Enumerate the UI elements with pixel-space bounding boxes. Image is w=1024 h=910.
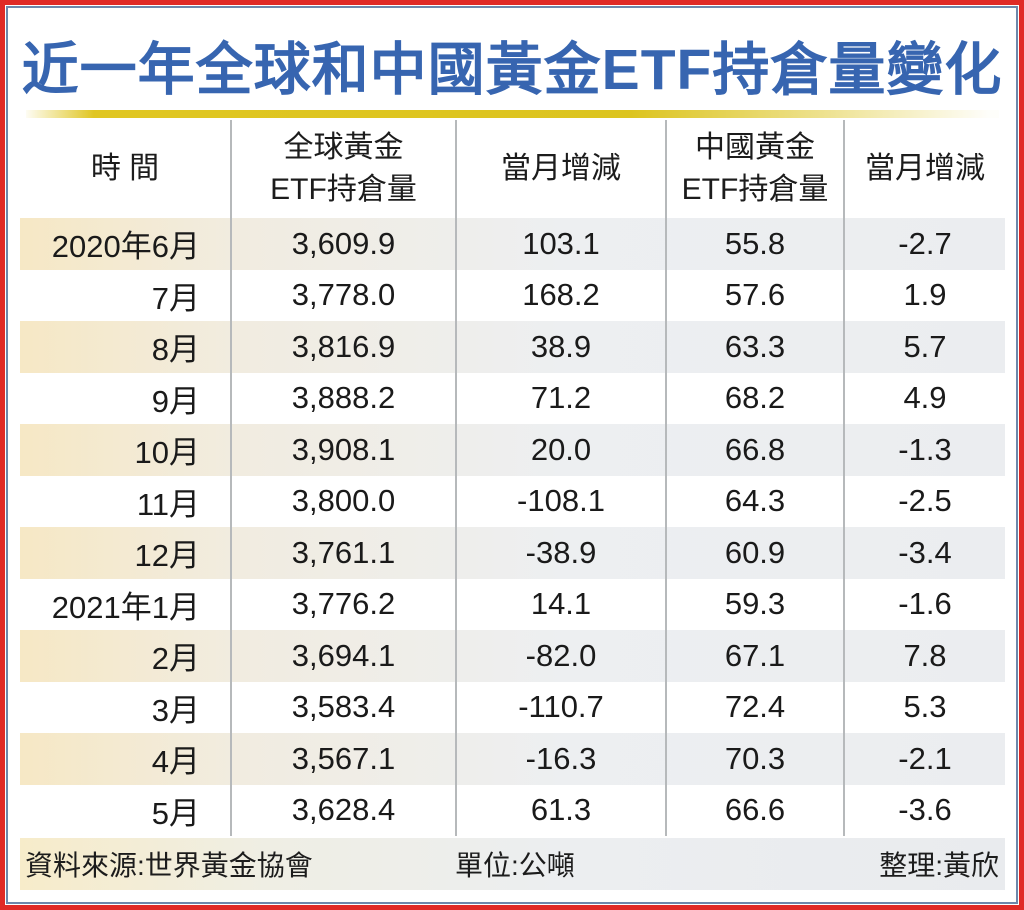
table-row: 10月 3,908.1 20.0 66.8 -1.3 [20, 424, 1005, 476]
source-note: 資料來源:世界黃金協會 [25, 850, 313, 881]
cell-china-change: -1.3 [843, 424, 1005, 476]
cell-china-holdings: 57.6 [665, 269, 843, 321]
cell-time: 7月 [151, 280, 200, 316]
cell-global-change: 61.3 [455, 784, 665, 836]
cell-china-change: 5.7 [843, 321, 1005, 373]
cell-global-holdings: 3,778.0 [230, 269, 455, 321]
table-footer: 資料來源:世界黃金協會 單位:公噸 整理:黃欣 [20, 838, 1005, 890]
cell-global-holdings: 3,628.4 [230, 784, 455, 836]
cell-china-change: 5.3 [843, 681, 1005, 733]
cell-global-holdings: 3,567.1 [230, 733, 455, 785]
cell-global-holdings: 3,583.4 [230, 681, 455, 733]
cell-china-change: -3.6 [843, 784, 1005, 836]
cell-china-change: -2.5 [843, 475, 1005, 527]
cell-global-change: 14.1 [455, 578, 665, 630]
cell-global-change: -108.1 [455, 475, 665, 527]
content-area: 近一年全球和中國黃金ETF持倉量變化 時 間全球黃金 ETF持倉量 當月增減 中國黃金… [6, 6, 1018, 904]
cell-china-holdings: 63.3 [665, 321, 843, 373]
cell-global-change: 20.0 [455, 424, 665, 476]
cell-china-change: -3.4 [843, 527, 1005, 579]
cell-global-change: 38.9 [455, 321, 665, 373]
cell-global-change: 103.1 [455, 218, 665, 270]
cell-china-change: 7.8 [843, 630, 1005, 682]
cell-global-holdings: 3,816.9 [230, 321, 455, 373]
cell-time: 5月 [151, 795, 200, 831]
cell-global-holdings: 3,609.9 [230, 218, 455, 270]
cell-china-change: 1.9 [843, 269, 1005, 321]
table-row: 11月 3,800.0 -108.1 64.3 -2.5 [20, 475, 1005, 527]
cell-china-holdings: 67.1 [665, 630, 843, 682]
title-underline-rule [26, 110, 999, 118]
table-row: 5月 3,628.4 61.3 66.6 -3.6 [20, 784, 1005, 836]
cell-china-holdings: 64.3 [665, 475, 843, 527]
cell-global-holdings: 3,761.1 [230, 527, 455, 579]
cell-global-holdings: 3,776.2 [230, 578, 455, 630]
header-cell: 中國黃金 ETF持倉量 [665, 120, 843, 218]
cell-time: 4月 [151, 744, 200, 780]
cell-china-holdings: 66.8 [665, 424, 843, 476]
cell-global-change: -38.9 [455, 527, 665, 579]
cell-global-change: 168.2 [455, 269, 665, 321]
cell-time: 2021年1月 [51, 589, 200, 625]
table-row: 12月 3,761.1 -38.9 60.9 -3.4 [20, 527, 1005, 579]
editor-note: 整理:黃欣 [879, 850, 999, 881]
table-row: 3月 3,583.4 -110.7 72.4 5.3 [20, 681, 1005, 733]
cell-china-change: -2.1 [843, 733, 1005, 785]
cell-time: 11月 [136, 486, 200, 522]
cell-china-holdings: 68.2 [665, 372, 843, 424]
table-row: 9月 3,888.2 71.2 68.2 4.9 [20, 372, 1005, 424]
table-row: 2月 3,694.1 -82.0 67.1 7.8 [20, 630, 1005, 682]
header-cell: 當月增減 [455, 120, 665, 218]
cell-time: 2月 [151, 641, 200, 677]
cell-global-change: -82.0 [455, 630, 665, 682]
cell-global-holdings: 3,694.1 [230, 630, 455, 682]
table-body: 2020年6月 3,609.9 103.1 55.8 -2.7 7月 3,778.0 168.… [20, 218, 1005, 836]
cell-time: 12月 [134, 538, 200, 574]
cell-time: 10月 [134, 435, 200, 471]
table-row: 2020年6月 3,609.9 103.1 55.8 -2.7 [20, 218, 1005, 270]
cell-china-holdings: 60.9 [665, 527, 843, 579]
table-header-row: 時 間全球黃金 ETF持倉量 當月增減 中國黃金 ETF持倉量 當月增減 [20, 120, 1005, 218]
cell-global-change: -110.7 [455, 681, 665, 733]
table-row: 2021年1月 3,776.2 14.1 59.3 -1.6 [20, 578, 1005, 630]
header-cell: 當月增減 [843, 120, 1005, 218]
header-cell: 全球黃金 ETF持倉量 [230, 120, 455, 218]
cell-global-change: 71.2 [455, 372, 665, 424]
cell-china-holdings: 59.3 [665, 578, 843, 630]
cell-global-holdings: 3,800.0 [230, 475, 455, 527]
table-row: 8月 3,816.9 38.9 63.3 5.7 [20, 321, 1005, 373]
cell-china-holdings: 70.3 [665, 733, 843, 785]
cell-china-holdings: 55.8 [665, 218, 843, 270]
cell-china-holdings: 66.6 [665, 784, 843, 836]
holdings-table: 時 間全球黃金 ETF持倉量 當月增減 中國黃金 ETF持倉量 當月增減 2020年6月 3… [20, 120, 1005, 836]
cell-time: 2020年6月 [51, 229, 200, 265]
cell-china-change: -2.7 [843, 218, 1005, 270]
cell-china-change: 4.9 [843, 372, 1005, 424]
table-row: 7月 3,778.0 168.2 57.6 1.9 [20, 269, 1005, 321]
unit-note: 單位:公噸 [455, 850, 575, 881]
cell-global-holdings: 3,888.2 [230, 372, 455, 424]
cell-time: 9月 [151, 383, 200, 419]
page-title: 近一年全球和中國黃金ETF持倉量變化 [21, 38, 1003, 102]
cell-global-holdings: 3,908.1 [230, 424, 455, 476]
cell-china-change: -1.6 [843, 578, 1005, 630]
cell-china-holdings: 72.4 [665, 681, 843, 733]
cell-global-change: -16.3 [455, 733, 665, 785]
cell-time: 3月 [151, 692, 200, 728]
table-row: 4月 3,567.1 -16.3 70.3 -2.1 [20, 733, 1005, 785]
header-cell: 時 間 [90, 152, 160, 185]
cell-time: 8月 [151, 332, 200, 368]
